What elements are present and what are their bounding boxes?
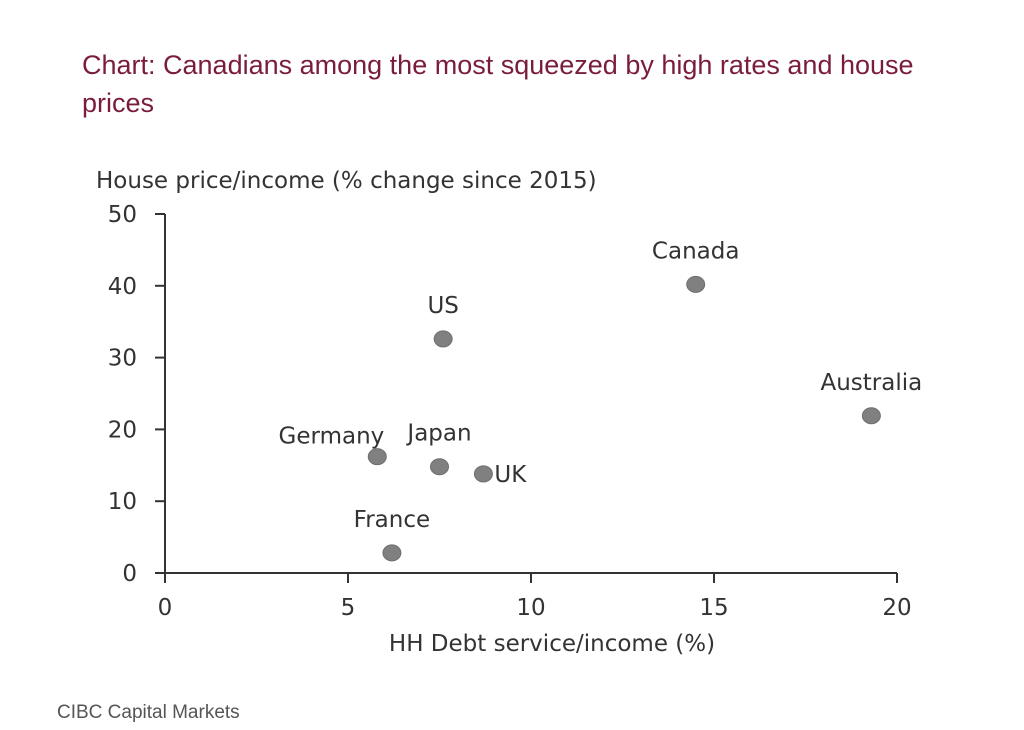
- point-uk: [473, 465, 493, 483]
- y-tick-label: 10: [108, 489, 137, 515]
- point-label-uk: UK: [494, 462, 527, 488]
- point-label-france: France: [354, 507, 430, 533]
- x-axis-label: HH Debt service/income (%): [389, 631, 715, 657]
- point-canada: [686, 275, 706, 293]
- y-tick-label: 0: [122, 561, 137, 587]
- point-label-australia: Australia: [821, 370, 923, 396]
- y-tick-label: 20: [108, 417, 137, 443]
- point-japan: [430, 458, 449, 476]
- point-australia: [861, 407, 881, 425]
- y-axis-label: House price/income (% change since 2015): [96, 168, 597, 194]
- y-tick-label: 30: [108, 346, 137, 372]
- source-credit: CIBC Capital Markets: [57, 702, 240, 723]
- x-tick-label: 10: [516, 595, 545, 621]
- point-france: [382, 544, 402, 562]
- point-us: [433, 330, 453, 348]
- x-tick-label: 5: [341, 595, 356, 621]
- point-germany: [367, 448, 387, 466]
- point-label-germany: Germany: [279, 424, 385, 450]
- y-tick-label: 50: [108, 202, 137, 228]
- y-tick-label: 40: [108, 274, 137, 300]
- chart-title: Chart: Canadians among the most squeezed…: [82, 50, 914, 118]
- point-label-us: US: [427, 293, 458, 319]
- data-points: Canada US Australia Germany Japan UK France: [279, 238, 923, 562]
- point-label-canada: Canada: [652, 238, 740, 264]
- point-label-japan: Japan: [405, 421, 471, 447]
- x-tick-label: 15: [699, 595, 728, 621]
- x-tick-label: 20: [882, 595, 911, 621]
- x-tick-label: 0: [158, 595, 173, 621]
- axes: 0 10 20 30 40 50 0 5 10 15 20: [108, 202, 912, 621]
